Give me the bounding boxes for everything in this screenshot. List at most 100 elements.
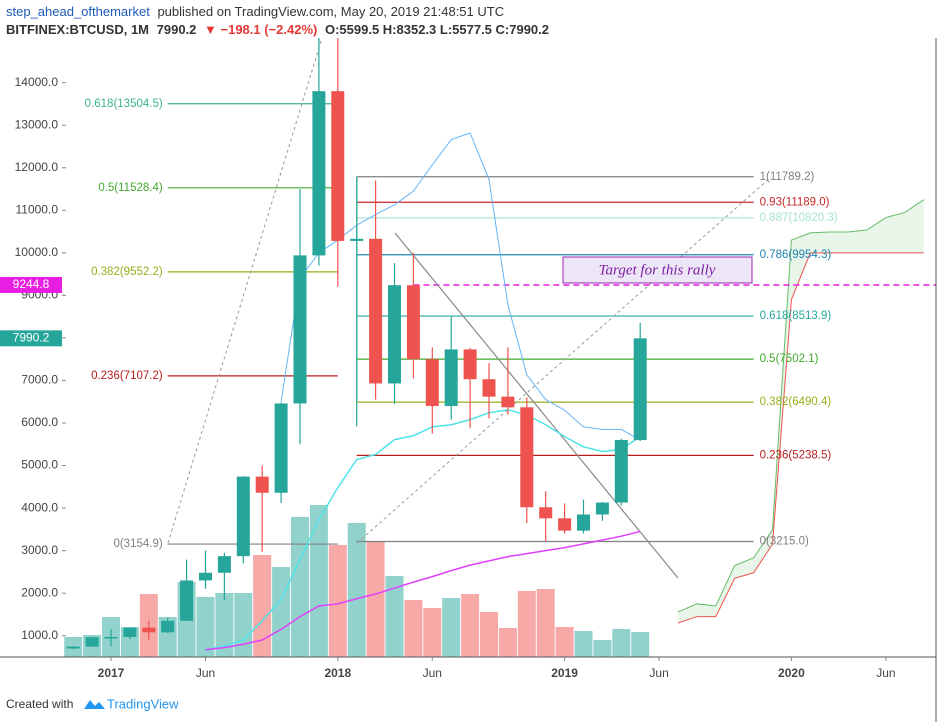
last-price-box (0, 330, 62, 347)
fib-label: 0.382(6490.4) (760, 396, 832, 408)
x-tick-label: Jun (876, 666, 895, 680)
publisher: step_ahead_ofthemarket (6, 4, 150, 19)
volume-bar (253, 555, 272, 657)
fib-label: 0.382(9552.2) (91, 266, 163, 278)
y-tick-label: 10000.0 (15, 245, 59, 259)
candle-body (520, 407, 534, 508)
volume-bar (593, 640, 612, 657)
volume-bar (423, 608, 442, 657)
volume-bar (404, 600, 423, 657)
footer-prefix: Created with (6, 697, 73, 711)
fib-label: 0.887(10820.3) (760, 212, 838, 224)
candle-body (558, 518, 572, 531)
y-tick-label: 1000.0 (21, 628, 58, 642)
fib-label: 0.618(13504.5) (85, 98, 163, 110)
candle-body (123, 627, 137, 638)
candle-body (199, 572, 212, 581)
candle-body (444, 349, 458, 406)
trend-line (356, 177, 771, 544)
candle-body (614, 440, 628, 503)
candle-body (104, 637, 118, 639)
ma-line (205, 530, 641, 651)
fib-label: 0.236(7107.2) (91, 370, 163, 382)
candle-body (180, 580, 194, 621)
plot (64, 38, 936, 657)
band-lower (677, 252, 924, 624)
ohlc: O:5599.5 H:8352.3 L:5577.5 C:7990.2 (325, 22, 549, 37)
trend-line (167, 38, 323, 544)
y-tick-label: 6000.0 (21, 415, 58, 429)
fib-label: 0.786(9954.3) (760, 249, 832, 261)
last: 7990.2 (157, 22, 197, 37)
volume-bar (215, 593, 234, 657)
y-tick-label: 3000.0 (21, 543, 58, 557)
candle-body (595, 502, 609, 515)
candle-body (66, 646, 80, 649)
annotation-box (562, 256, 753, 284)
fib-layer (167, 103, 936, 545)
last-price-label: 7990.2 (13, 331, 50, 345)
volume-bar (536, 589, 555, 657)
trend-lines (167, 38, 771, 579)
symbol: BITFINEX:BTCUSD, 1M (6, 22, 149, 37)
candle-body (350, 238, 364, 241)
candle-body (293, 255, 307, 404)
volume-bar (480, 612, 498, 657)
volume-bar (498, 628, 517, 657)
candle-body (312, 91, 326, 256)
volume-bar (612, 629, 631, 657)
volume-bar (291, 517, 309, 657)
fib-label: 0.618(8513.9) (760, 310, 832, 322)
footer-brand: TradingView (107, 696, 179, 711)
x-tick-label: Jun (423, 666, 442, 680)
band-layer (677, 199, 924, 624)
volume-bar (461, 594, 480, 657)
x-tick-label: 2018 (324, 666, 351, 680)
ma-line (205, 409, 641, 651)
y-tick-label: 7000.0 (21, 373, 58, 387)
candle-body (85, 637, 99, 647)
y-tick-label: 4000.0 (21, 500, 58, 514)
volume-bar (196, 597, 215, 657)
y-tick-label: 5000.0 (21, 458, 58, 472)
y-tick-label: 13000.0 (15, 117, 59, 131)
x-tick-label: 2019 (551, 666, 578, 680)
candle-body (633, 338, 647, 441)
candle-body (388, 285, 401, 384)
candle-body (161, 620, 175, 633)
x-tick-label: Jun (649, 666, 668, 680)
logo (84, 700, 105, 709)
volume-bar (328, 545, 347, 657)
fib-label: 1(11789.2) (760, 171, 815, 183)
header-line: step_ahead_ofthemarket published on Trad… (6, 4, 504, 19)
fib-label: 0.5(11528.4) (98, 182, 163, 194)
x-tick-label: Jun (196, 666, 215, 680)
fib-label: 0.236(5238.5) (760, 449, 832, 461)
volume-bar (631, 632, 650, 657)
candle-body (501, 396, 515, 408)
candle-body (255, 476, 269, 493)
candle-body (274, 403, 288, 493)
candle-layer (66, 38, 647, 649)
candle-body (331, 91, 345, 241)
candle-body (539, 507, 553, 519)
x-tick-label: 2020 (778, 666, 805, 680)
volume-bar (555, 627, 574, 657)
candle-body (482, 379, 496, 397)
volume-bar (272, 567, 291, 657)
x-tick-label: 2017 (98, 666, 125, 680)
candle-body (142, 627, 156, 633)
target-price-box (0, 276, 62, 293)
volume-bar (574, 631, 593, 657)
candle-body (217, 556, 231, 573)
volume-bar (366, 541, 385, 657)
y-tick-label: 14000.0 (15, 75, 59, 89)
published: published on TradingView.com, May 20, 20… (157, 4, 504, 19)
band-upper (677, 199, 924, 613)
annotation: Target for this rally (599, 262, 716, 278)
candle-body (425, 359, 439, 406)
volume-bar (517, 591, 536, 657)
candle-body (236, 476, 250, 557)
y-tick-label: 11000.0 (16, 202, 59, 216)
